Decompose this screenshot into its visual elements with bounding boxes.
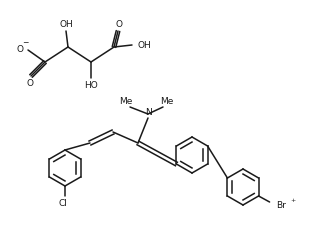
Text: O: O — [115, 20, 123, 28]
Text: N: N — [145, 108, 151, 116]
Text: Me: Me — [119, 97, 133, 105]
Text: O: O — [26, 78, 33, 87]
Text: Br: Br — [276, 201, 285, 211]
Text: −: − — [22, 38, 28, 48]
Text: O: O — [16, 44, 24, 54]
Text: +: + — [290, 199, 295, 203]
Text: Me: Me — [160, 97, 174, 105]
Text: Cl: Cl — [59, 199, 67, 207]
Text: OH: OH — [137, 40, 151, 49]
Text: OH: OH — [59, 20, 73, 28]
Text: HO: HO — [84, 81, 98, 89]
